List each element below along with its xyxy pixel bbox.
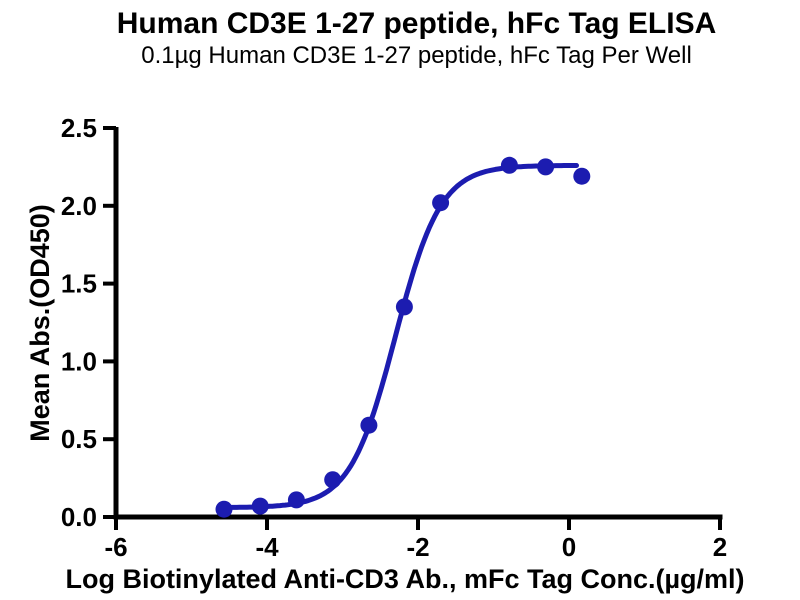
data-point: [360, 416, 378, 434]
data-point: [537, 158, 555, 176]
x-tick-label: -6: [104, 532, 127, 562]
x-tick-label: -2: [406, 532, 429, 562]
data-point: [573, 167, 591, 185]
data-point: [432, 194, 450, 212]
y-tick-label: 2.5: [61, 113, 97, 143]
data-point: [251, 497, 269, 515]
data-point: [215, 500, 233, 518]
y-tick-label: 0.5: [61, 424, 97, 454]
data-point: [287, 491, 305, 509]
data-point: [500, 156, 518, 174]
data-point: [395, 298, 413, 316]
y-tick-label: 0.0: [61, 502, 97, 532]
y-tick-label: 1.5: [61, 269, 97, 299]
chart-subtitle: 0.1µg Human CD3E 1-27 peptide, hFc Tag P…: [141, 42, 692, 69]
fit-curve: [219, 163, 579, 510]
data-point: [324, 471, 342, 489]
x-tick-label: 0: [562, 532, 576, 562]
x-tick-label: -4: [255, 532, 279, 562]
chart-title: Human CD3E 1-27 peptide, hFc Tag ELISA: [116, 7, 717, 40]
x-axis-title: Log Biotinylated Anti-CD3 Ab., mFc Tag C…: [65, 564, 745, 594]
y-tick-label: 1.0: [61, 346, 97, 376]
x-tick-label: 2: [713, 532, 727, 562]
y-tick-label: 2.0: [61, 191, 97, 221]
